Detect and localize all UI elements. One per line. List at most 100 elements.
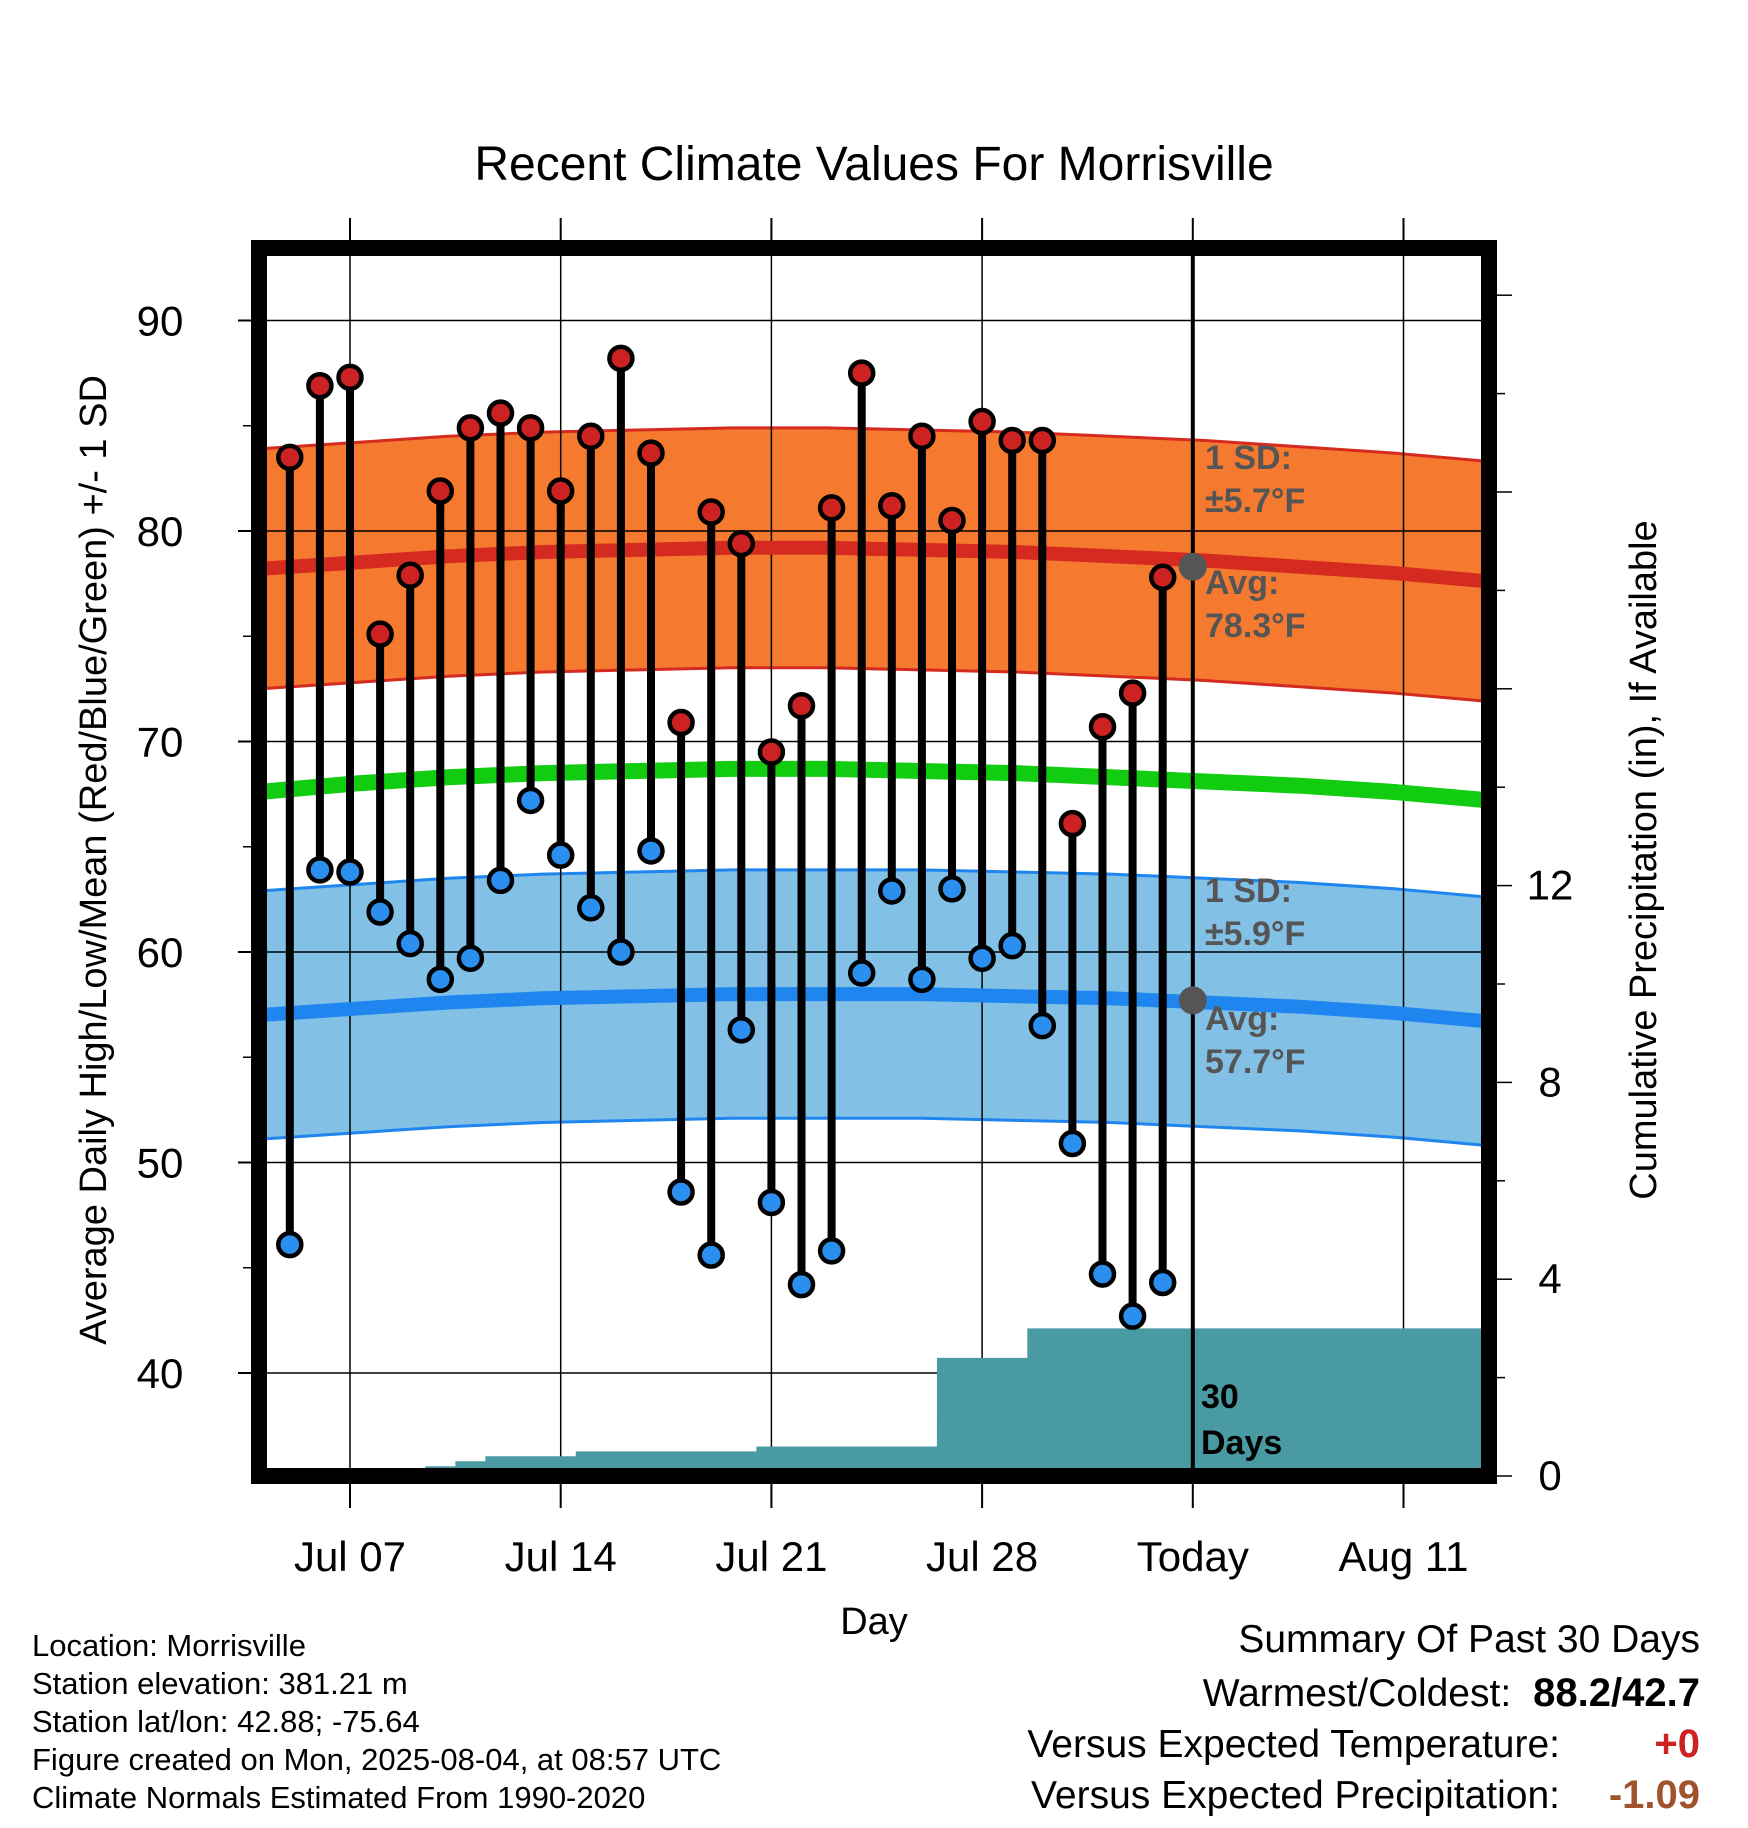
temp-value: +0 xyxy=(1654,1722,1700,1766)
x-tick-label: Aug 11 xyxy=(1339,1533,1469,1580)
y-axis-label: Average Daily High/Low/Mean (Red/Blue/Gr… xyxy=(73,375,115,1345)
high-point xyxy=(1088,713,1117,741)
high-normal-line xyxy=(258,540,1490,589)
normal-curves xyxy=(258,540,1490,1029)
high-point xyxy=(486,399,515,427)
high-point xyxy=(1058,809,1087,838)
low-sd-label: 1 SD: xyxy=(1205,872,1292,910)
low-point xyxy=(1118,1302,1147,1330)
low-point xyxy=(697,1241,725,1269)
precipitation-area xyxy=(274,1328,1489,1476)
y2-tick-label: 4 xyxy=(1538,1255,1561,1302)
x-axis-ticks: Jul 07 Jul 14 Jul 21 Jul 28 Today Aug 11 xyxy=(294,218,1469,1580)
y-tick-label: 40 xyxy=(137,1350,184,1397)
temp-label: Versus Expected Temperature: xyxy=(1027,1723,1560,1766)
warm-cold-label: Warmest/Coldest: xyxy=(1202,1672,1512,1715)
low-point xyxy=(727,1016,756,1044)
plot-frame xyxy=(251,240,1497,1484)
low-sd-band xyxy=(259,869,1489,1146)
low-point xyxy=(486,866,515,895)
precip-value: -1.09 xyxy=(1608,1773,1700,1817)
high-point xyxy=(968,407,996,436)
y2-tick-label: 12 xyxy=(1527,862,1574,909)
low-point xyxy=(366,898,394,926)
high-point xyxy=(1028,426,1057,455)
high-sd-value: ±5.7°F xyxy=(1205,482,1305,520)
low-band-upper-edge xyxy=(258,868,1490,899)
low-point xyxy=(516,786,545,815)
high-point xyxy=(697,498,725,526)
low-point xyxy=(817,1237,846,1265)
high-point xyxy=(727,529,756,558)
today-average-markers xyxy=(1178,552,1207,1015)
high-point xyxy=(546,477,575,505)
high-point xyxy=(878,491,906,520)
precip-label: Versus Expected Precipitation: xyxy=(1031,1774,1560,1817)
low-point xyxy=(667,1178,695,1206)
high-point xyxy=(1118,679,1147,707)
low-point xyxy=(847,959,876,987)
low-point xyxy=(426,965,455,994)
high-point xyxy=(908,422,936,451)
high-sd-label: 1 SD: xyxy=(1205,439,1292,477)
low-point xyxy=(1028,1011,1057,1040)
y-tick-label: 90 xyxy=(137,298,184,345)
high-point xyxy=(456,414,485,442)
low-point xyxy=(637,837,665,865)
low-point xyxy=(787,1270,816,1299)
high-point xyxy=(426,477,455,505)
precip-fill xyxy=(274,1328,1489,1476)
high-band-lower-edge xyxy=(258,666,1490,703)
y-tick-label: 60 xyxy=(137,929,184,976)
period-unit: Days xyxy=(1201,1424,1282,1462)
x-tick-label: Jul 21 xyxy=(715,1533,827,1580)
high-point xyxy=(757,738,786,766)
high-point xyxy=(938,506,966,535)
low-point xyxy=(306,856,334,884)
low-point xyxy=(336,858,364,886)
y2-axis-label: Cumulative Precipitation (in), If Availa… xyxy=(1623,520,1665,1199)
x-tick-label: Jul 14 xyxy=(505,1533,617,1580)
high-point xyxy=(637,439,665,467)
summary-title: Summary Of Past 30 Days xyxy=(1238,1618,1700,1661)
high-point xyxy=(787,691,816,720)
today-high-normal-marker xyxy=(1178,552,1207,581)
normals-text: Climate Normals Estimated From 1990-2020 xyxy=(32,1780,646,1815)
low-point xyxy=(968,944,996,973)
low-point xyxy=(938,875,966,903)
daily-range-stems xyxy=(285,358,1167,1317)
x-tick-label: Jul 28 xyxy=(926,1533,1038,1580)
summary-warm-cold: Warmest/Coldest: 88.2/42.7 xyxy=(1203,1671,1700,1716)
high-point xyxy=(667,708,695,737)
high-point xyxy=(336,363,364,392)
high-point xyxy=(306,372,334,400)
low-point xyxy=(998,931,1026,960)
high-point xyxy=(607,344,635,373)
summary-temperature: Versus Expected Temperature: +0 xyxy=(1027,1722,1700,1767)
grid-lines xyxy=(259,248,1489,1476)
low-sd-value: ±5.9°F xyxy=(1205,915,1305,953)
low-point xyxy=(1148,1268,1177,1297)
y2-axis-ticks: 0 4 8 12 xyxy=(1497,294,1574,1499)
latlon-text: Station lat/lon: 42.88; -75.64 xyxy=(32,1704,420,1739)
low-point xyxy=(908,965,936,994)
low-point xyxy=(276,1230,304,1259)
high-point xyxy=(998,426,1026,455)
station-info: Location: Morrisville Station elevation:… xyxy=(32,1627,721,1817)
high-point xyxy=(276,443,304,472)
high-point xyxy=(396,561,424,589)
low-point xyxy=(396,929,424,958)
y2-tick-label: 0 xyxy=(1538,1452,1561,1499)
summary-precipitation: Versus Expected Precipitation: -1.09 xyxy=(1031,1773,1700,1818)
high-point xyxy=(516,414,545,442)
y-tick-label: 50 xyxy=(137,1140,184,1187)
low-band-lower-edge xyxy=(258,1116,1490,1148)
low-point xyxy=(1058,1129,1087,1158)
low-point xyxy=(546,841,575,869)
x-axis-label: Day xyxy=(840,1601,908,1643)
y-tick-label: 70 xyxy=(137,719,184,766)
location-text: Location: Morrisville xyxy=(32,1628,306,1663)
high-point xyxy=(817,494,846,522)
low-point xyxy=(757,1188,786,1217)
